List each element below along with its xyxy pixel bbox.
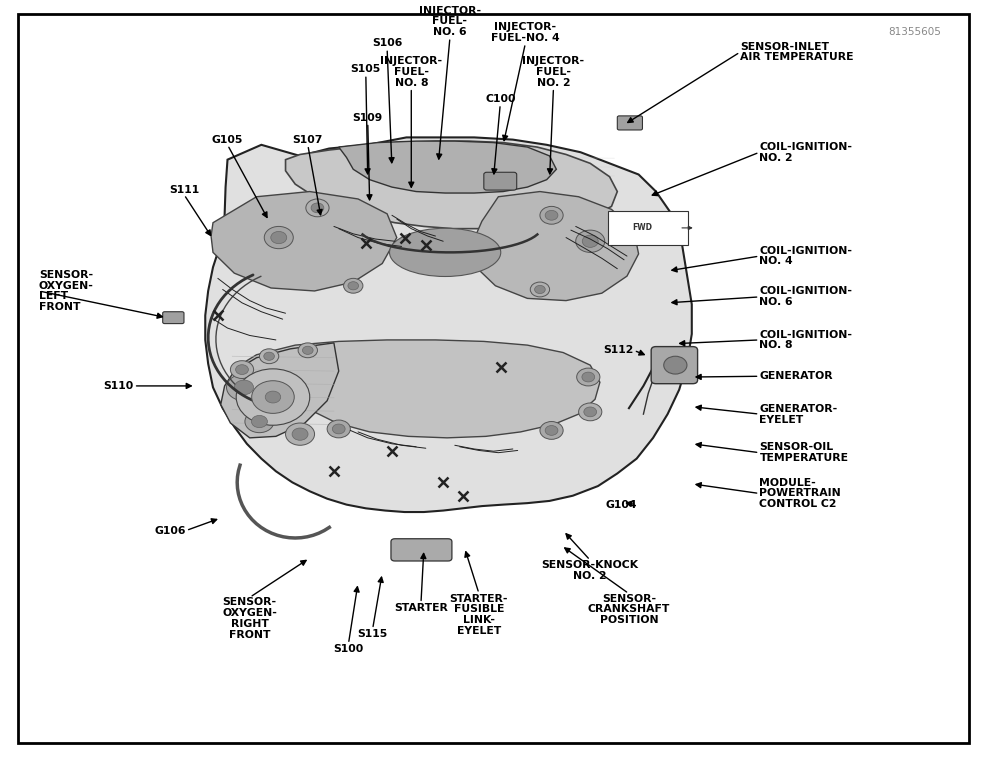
- Circle shape: [582, 372, 595, 382]
- Text: COIL-IGNITION-
NO. 4: COIL-IGNITION- NO. 4: [759, 246, 852, 266]
- Text: 81355605: 81355605: [887, 27, 941, 37]
- Circle shape: [227, 374, 261, 400]
- Circle shape: [259, 349, 278, 363]
- Circle shape: [544, 210, 557, 220]
- Text: INJECTOR-
FUEL-
NO. 6: INJECTOR- FUEL- NO. 6: [418, 5, 480, 37]
- Circle shape: [578, 403, 601, 421]
- Text: SENSOR-INLET
AIR TEMPERATURE: SENSOR-INLET AIR TEMPERATURE: [740, 42, 853, 63]
- Text: FWD: FWD: [631, 223, 652, 232]
- Polygon shape: [232, 340, 599, 438]
- Polygon shape: [471, 192, 638, 301]
- Text: INJECTOR-
FUEL-
NO. 8: INJECTOR- FUEL- NO. 8: [380, 56, 442, 88]
- Text: C100: C100: [484, 94, 515, 104]
- Circle shape: [332, 424, 345, 434]
- Circle shape: [306, 199, 328, 217]
- FancyBboxPatch shape: [163, 312, 183, 323]
- Circle shape: [534, 285, 544, 294]
- Text: GENERATOR-
EYELET: GENERATOR- EYELET: [759, 403, 837, 425]
- Circle shape: [251, 381, 294, 413]
- FancyBboxPatch shape: [651, 347, 697, 384]
- Text: S100: S100: [333, 644, 363, 654]
- Text: STARTER-
FUSIBLE
LINK-
EYELET: STARTER- FUSIBLE LINK- EYELET: [450, 593, 508, 636]
- Text: S115: S115: [357, 629, 387, 639]
- Circle shape: [576, 368, 599, 386]
- Text: STARTER: STARTER: [393, 603, 448, 613]
- Text: S110: S110: [104, 381, 133, 391]
- Circle shape: [236, 365, 248, 375]
- Text: COIL-IGNITION-
NO. 6: COIL-IGNITION- NO. 6: [759, 286, 852, 307]
- Circle shape: [264, 226, 293, 248]
- Text: SENSOR-
CRANKSHAFT
POSITION: SENSOR- CRANKSHAFT POSITION: [587, 593, 669, 625]
- Text: GENERATOR: GENERATOR: [759, 371, 832, 382]
- FancyBboxPatch shape: [390, 539, 452, 561]
- Text: S106: S106: [372, 39, 402, 48]
- Circle shape: [298, 343, 317, 358]
- Text: INJECTOR-
FUEL-NO. 4: INJECTOR- FUEL-NO. 4: [491, 23, 559, 43]
- Circle shape: [348, 282, 358, 290]
- Circle shape: [285, 423, 315, 445]
- Polygon shape: [221, 343, 338, 438]
- Polygon shape: [338, 141, 556, 193]
- Circle shape: [539, 207, 563, 224]
- Text: G105: G105: [212, 135, 243, 145]
- Circle shape: [230, 360, 253, 378]
- Text: S109: S109: [352, 113, 383, 123]
- Text: COIL-IGNITION-
NO. 8: COIL-IGNITION- NO. 8: [759, 329, 852, 350]
- FancyBboxPatch shape: [483, 173, 517, 190]
- FancyBboxPatch shape: [607, 211, 687, 245]
- Polygon shape: [285, 141, 616, 229]
- Circle shape: [529, 282, 549, 297]
- Text: SENSOR-KNOCK
NO. 2: SENSOR-KNOCK NO. 2: [541, 560, 638, 581]
- Text: S111: S111: [169, 185, 199, 195]
- Circle shape: [292, 428, 308, 441]
- Circle shape: [245, 410, 274, 433]
- Text: COIL-IGNITION-
NO. 2: COIL-IGNITION- NO. 2: [759, 142, 852, 163]
- Circle shape: [251, 416, 267, 428]
- Circle shape: [663, 357, 686, 374]
- Text: S112: S112: [602, 345, 633, 355]
- Circle shape: [575, 230, 604, 252]
- Circle shape: [582, 235, 598, 248]
- Circle shape: [265, 391, 280, 403]
- Circle shape: [311, 203, 323, 213]
- Polygon shape: [211, 192, 396, 291]
- Text: SENSOR-
OXYGEN-
RIGHT
FRONT: SENSOR- OXYGEN- RIGHT FRONT: [222, 597, 277, 640]
- Circle shape: [270, 232, 287, 244]
- Ellipse shape: [389, 229, 500, 276]
- Circle shape: [236, 369, 310, 425]
- Text: S105: S105: [350, 64, 381, 74]
- Text: S107: S107: [292, 135, 322, 145]
- Circle shape: [544, 425, 557, 435]
- Circle shape: [326, 420, 350, 438]
- Circle shape: [343, 279, 363, 293]
- FancyBboxPatch shape: [616, 116, 642, 130]
- Circle shape: [263, 352, 274, 360]
- Text: SENSOR-
OXYGEN-
LEFT
FRONT: SENSOR- OXYGEN- LEFT FRONT: [38, 269, 94, 312]
- Circle shape: [539, 422, 563, 439]
- Text: G104: G104: [604, 500, 636, 509]
- Text: INJECTOR-
FUEL-
NO. 2: INJECTOR- FUEL- NO. 2: [522, 56, 584, 88]
- Text: SENSOR-OIL
TEMPERATURE: SENSOR-OIL TEMPERATURE: [759, 442, 848, 463]
- Text: G106: G106: [154, 525, 185, 536]
- Circle shape: [234, 380, 253, 394]
- Text: MODULE-
POWERTRAIN
CONTROL C2: MODULE- POWERTRAIN CONTROL C2: [759, 478, 840, 509]
- Circle shape: [584, 407, 596, 417]
- Polygon shape: [205, 138, 691, 512]
- Circle shape: [302, 346, 313, 354]
